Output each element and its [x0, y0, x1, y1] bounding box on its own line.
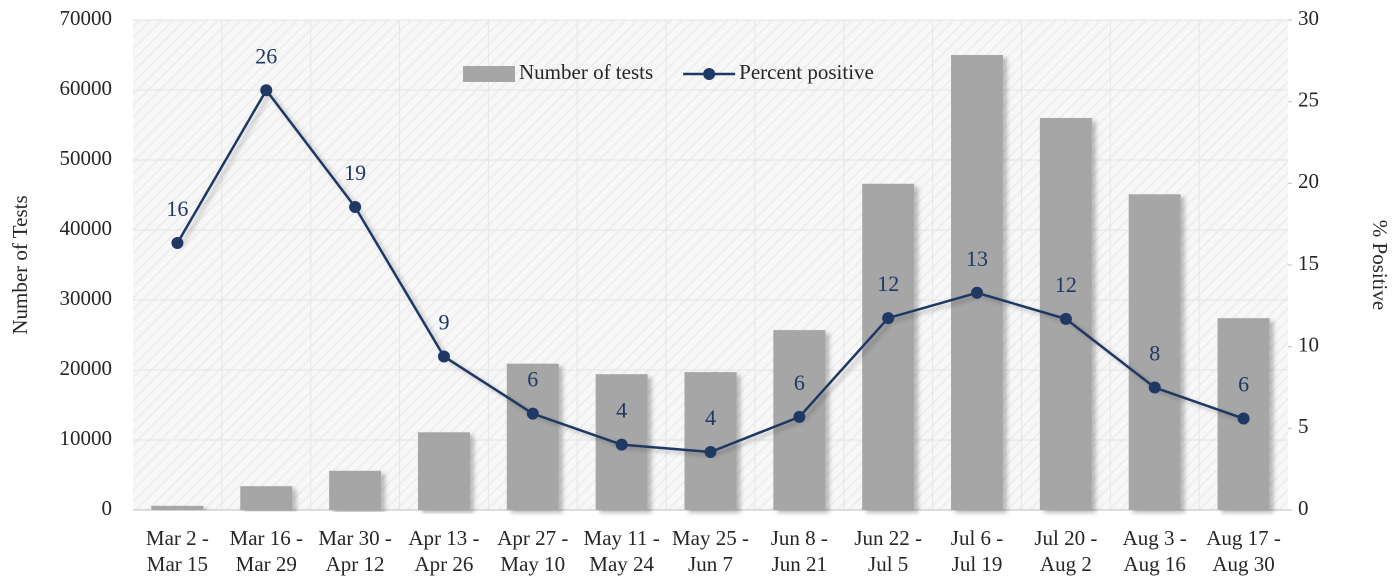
- bar: [151, 505, 204, 510]
- x-tick-label: Mar 15: [147, 552, 208, 576]
- y2-tick-label: 30: [1298, 6, 1319, 30]
- line-point: [260, 84, 273, 97]
- x-tick-label: Jun 8 -: [771, 526, 828, 550]
- line-point: [704, 446, 717, 459]
- line-point: [1059, 312, 1072, 325]
- y-tick-label: 70000: [60, 6, 113, 30]
- y2-tick-label: 15: [1298, 251, 1319, 275]
- data-label: 4: [705, 405, 716, 430]
- x-tick-label: Aug 3 -: [1123, 526, 1187, 550]
- legend-swatch: [463, 66, 515, 82]
- x-tick-label: May 10: [500, 552, 565, 576]
- data-label: 12: [1055, 272, 1077, 297]
- data-label: 13: [966, 246, 988, 271]
- y-tick-label: 30000: [60, 286, 113, 310]
- bar: [1128, 194, 1181, 511]
- y2-tick-label: 20: [1298, 169, 1319, 193]
- x-tick-label: May 24: [589, 552, 654, 576]
- x-tick-label: Jul 5: [868, 552, 908, 576]
- line-point: [349, 201, 362, 214]
- x-tick-label: Jul 20 -: [1034, 526, 1097, 550]
- bar: [684, 372, 737, 510]
- y-tick-label: 40000: [60, 216, 113, 240]
- legend-label: Number of tests: [519, 60, 653, 84]
- line-point: [615, 438, 628, 451]
- line-point: [171, 236, 184, 249]
- data-label: 6: [794, 370, 805, 395]
- y-tick-label: 10000: [60, 426, 113, 450]
- x-tick-label: Apr 26: [415, 552, 474, 576]
- x-tick-label: Jul 6 -: [951, 526, 1004, 550]
- x-tick-label: May 25 -: [672, 526, 749, 550]
- x-tick-label: Jul 19: [952, 552, 1003, 576]
- x-tick-label: Aug 17 -: [1206, 526, 1281, 550]
- bar: [506, 363, 559, 510]
- x-tick-label: Mar 29: [236, 552, 297, 576]
- bar: [417, 432, 470, 510]
- bar: [862, 183, 915, 511]
- y2-tick-label: 0: [1298, 496, 1309, 520]
- x-tick-label: Apr 12: [326, 552, 385, 576]
- data-label: 12: [877, 271, 899, 296]
- data-label: 19: [344, 160, 366, 185]
- y-tick-label: 50000: [60, 146, 113, 170]
- x-tick-label: Apr 27 -: [497, 526, 568, 550]
- x-tick-label: Aug 2: [1040, 552, 1092, 576]
- line-point: [526, 407, 539, 420]
- x-tick-label: Jun 22 -: [854, 526, 922, 550]
- data-label: 6: [1238, 372, 1249, 397]
- x-tick-label: Mar 16 -: [230, 526, 303, 550]
- x-tick-label: Apr 13 -: [408, 526, 479, 550]
- bar: [329, 470, 382, 510]
- x-tick-label: Jun 21: [772, 552, 827, 576]
- y-tick-label: 0: [102, 496, 113, 520]
- y-tick-label: 20000: [60, 356, 113, 380]
- legend-swatch-marker: [703, 68, 716, 80]
- y2-axis-title: % Positive: [1368, 220, 1392, 310]
- data-label: 4: [616, 398, 627, 423]
- x-tick-label: Aug 16: [1124, 552, 1186, 576]
- data-label: 9: [438, 310, 449, 335]
- y2-tick-label: 5: [1298, 414, 1309, 438]
- data-label: 16: [166, 196, 188, 221]
- data-label: 8: [1149, 341, 1160, 366]
- x-tick-label: Aug 30: [1212, 552, 1274, 576]
- x-tick-label: May 11 -: [584, 526, 660, 550]
- x-tick-label: Mar 30 -: [318, 526, 391, 550]
- line-point: [437, 350, 450, 363]
- legend-label: Percent positive: [739, 60, 874, 84]
- y2-tick-label: 25: [1298, 87, 1319, 111]
- bar: [951, 55, 1004, 510]
- y-tick-label: 60000: [60, 76, 113, 100]
- x-tick-label: Mar 2 -: [146, 526, 209, 550]
- y2-tick-label: 10: [1298, 332, 1319, 356]
- y-axis-title: Number of Tests: [8, 195, 32, 334]
- data-label: 26: [255, 43, 277, 68]
- x-tick-label: Jun 7: [688, 552, 733, 576]
- line-point: [971, 286, 984, 299]
- line-point: [882, 312, 895, 325]
- bar: [240, 486, 293, 510]
- line-point: [1237, 412, 1250, 425]
- line-point: [1148, 381, 1161, 394]
- line-point: [793, 410, 806, 423]
- data-label: 6: [527, 367, 538, 392]
